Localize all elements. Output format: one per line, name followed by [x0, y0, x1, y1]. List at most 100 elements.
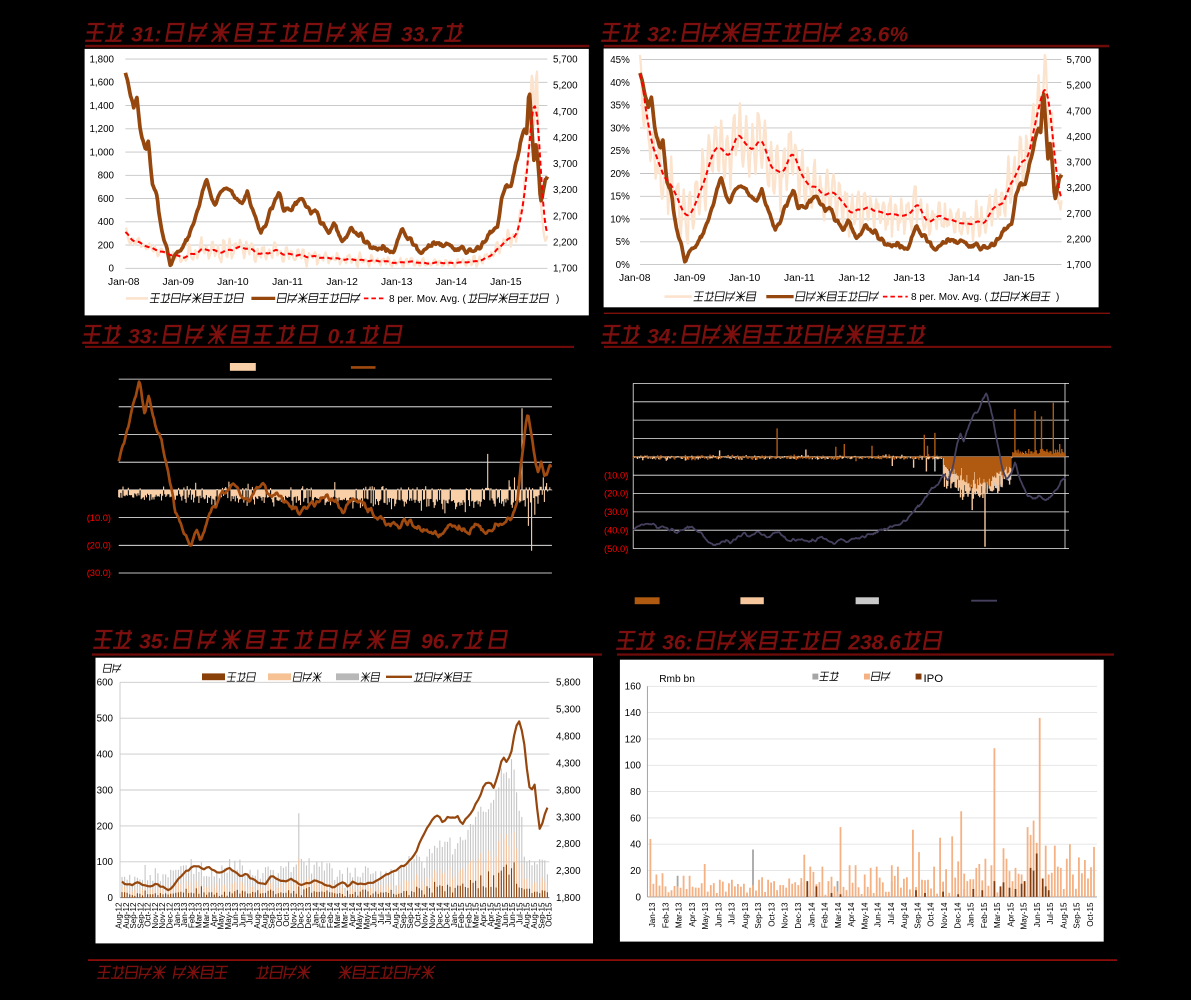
svg-text:May-15: May-15: [1020, 902, 1029, 929]
svg-text:Aug-14: Aug-14: [900, 902, 909, 929]
svg-text:Apr-15: Apr-15: [1006, 902, 1015, 927]
svg-text:80: 80: [630, 787, 641, 798]
svg-text:31:: 31:: [131, 24, 161, 47]
svg-text:Jan-14: Jan-14: [436, 277, 468, 288]
svg-text:2,200: 2,200: [1067, 234, 1092, 245]
svg-text:35%: 35%: [610, 101, 630, 112]
svg-text:Jun-15: Jun-15: [501, 902, 510, 927]
svg-text:0: 0: [108, 893, 114, 904]
svg-text:Jan-11: Jan-11: [784, 273, 815, 284]
svg-text:Jan-12: Jan-12: [326, 277, 358, 288]
svg-text:Jun-13: Jun-13: [714, 902, 723, 927]
svg-text:3,300: 3,300: [556, 812, 581, 823]
svg-text:32:: 32:: [647, 24, 677, 47]
svg-text:Jun-15: Jun-15: [508, 902, 517, 927]
svg-text:Jan-14: Jan-14: [311, 902, 320, 927]
svg-text:Jan-08: Jan-08: [619, 273, 651, 284]
svg-text:Jul-13: Jul-13: [246, 902, 255, 925]
svg-text:Oct-13: Oct-13: [282, 902, 291, 927]
svg-text:Oct-14: Oct-14: [927, 902, 936, 927]
svg-text:Jan-14: Jan-14: [948, 273, 980, 284]
svg-text:4,200: 4,200: [1067, 132, 1092, 143]
svg-text:40%: 40%: [610, 78, 630, 89]
svg-text:Aug-13: Aug-13: [253, 902, 262, 929]
svg-text:1,800: 1,800: [89, 55, 114, 66]
svg-text:Aug-14: Aug-14: [392, 902, 401, 929]
svg-text:Jan-08: Jan-08: [108, 277, 140, 288]
svg-text:10%: 10%: [610, 214, 630, 225]
svg-text:Jan-11: Jan-11: [272, 277, 303, 288]
svg-text:Dec-12: Dec-12: [166, 902, 175, 929]
svg-text:May-14: May-14: [362, 902, 371, 929]
svg-text:1,400: 1,400: [89, 101, 114, 112]
svg-text:Aug-12: Aug-12: [115, 902, 124, 929]
svg-text:3,200: 3,200: [1067, 183, 1092, 194]
svg-text:20%: 20%: [610, 169, 630, 180]
svg-text:2,700: 2,700: [1067, 209, 1092, 220]
svg-text:(30.0): (30.0): [604, 507, 628, 517]
svg-text:Jan-14: Jan-14: [807, 902, 816, 927]
svg-text:5,700: 5,700: [1067, 55, 1092, 66]
svg-text:30%: 30%: [610, 123, 630, 134]
svg-text:35:: 35:: [139, 631, 169, 654]
svg-text:(50.0): (50.0): [604, 544, 628, 554]
svg-text:1,800: 1,800: [556, 893, 581, 904]
svg-text:Mar-13: Mar-13: [195, 902, 204, 928]
svg-text:Feb-14: Feb-14: [821, 902, 830, 928]
svg-text:4,700: 4,700: [1067, 106, 1092, 117]
svg-text:Jan-13: Jan-13: [381, 277, 413, 288]
svg-text:Apr-14: Apr-14: [348, 902, 357, 927]
svg-text:45%: 45%: [610, 55, 630, 66]
svg-text:Aug-13: Aug-13: [741, 902, 750, 929]
svg-text:Apr-13: Apr-13: [688, 902, 697, 927]
svg-text:33.7: 33.7: [401, 24, 443, 47]
svg-text:200: 200: [98, 241, 115, 252]
svg-text:60: 60: [630, 813, 641, 824]
svg-text:Dec-14: Dec-14: [953, 902, 962, 929]
svg-text:4,300: 4,300: [556, 759, 581, 770]
svg-text:Jul-14: Jul-14: [377, 902, 386, 925]
svg-text:1,000: 1,000: [89, 148, 114, 159]
svg-text:4,700: 4,700: [553, 107, 578, 118]
svg-text:4,200: 4,200: [553, 133, 578, 144]
svg-text:Sep-14: Sep-14: [406, 902, 415, 929]
svg-text:Jun-15: Jun-15: [1033, 902, 1042, 927]
svg-text:Nov-14: Nov-14: [428, 902, 437, 929]
svg-text:25%: 25%: [610, 146, 630, 157]
svg-text:20: 20: [630, 866, 641, 877]
svg-text:May-13: May-13: [224, 902, 233, 929]
svg-text:Jun-13: Jun-13: [231, 902, 240, 927]
svg-text:Feb-15: Feb-15: [464, 902, 473, 928]
svg-text:Jan-09: Jan-09: [163, 277, 195, 288]
svg-text:Jan-10: Jan-10: [729, 273, 761, 284]
svg-text:Feb-14: Feb-14: [326, 902, 335, 928]
svg-text:40: 40: [630, 840, 641, 851]
svg-text:8 per. Mov. Avg. (: 8 per. Mov. Avg. (: [911, 292, 989, 303]
svg-text:3,700: 3,700: [1067, 158, 1092, 169]
svg-text:Jul-14: Jul-14: [384, 902, 393, 925]
svg-text:Aug-12: Aug-12: [122, 902, 131, 929]
svg-text:Oct-13: Oct-13: [275, 902, 284, 927]
svg-text:(10.0): (10.0): [604, 470, 628, 480]
svg-text:Mar-14: Mar-14: [341, 902, 350, 928]
svg-text:2,300: 2,300: [556, 866, 581, 877]
svg-text:Oct-14: Oct-14: [413, 902, 422, 927]
svg-text:(40.0): (40.0): [604, 525, 628, 535]
svg-text:1,700: 1,700: [553, 264, 578, 275]
svg-text:May-13: May-13: [217, 902, 226, 929]
svg-text:Oct-15: Oct-15: [545, 902, 554, 927]
svg-text:36:: 36:: [662, 632, 692, 655]
svg-text:1,200: 1,200: [89, 124, 114, 135]
svg-text:Sep-14: Sep-14: [914, 902, 923, 929]
svg-text:May-13: May-13: [701, 902, 710, 929]
svg-text:Dec-13: Dec-13: [297, 902, 306, 929]
svg-text:100: 100: [625, 761, 642, 772]
svg-text:May-14: May-14: [355, 902, 364, 929]
svg-text:Jan-15: Jan-15: [967, 902, 976, 927]
svg-text:Sep-12: Sep-12: [129, 902, 138, 929]
svg-text:Mar-13: Mar-13: [675, 902, 684, 928]
svg-text:Nov-13: Nov-13: [290, 902, 299, 929]
svg-text:33:: 33:: [128, 326, 158, 349]
svg-text:23.6%: 23.6%: [848, 24, 909, 47]
svg-text:Mar-15: Mar-15: [472, 902, 481, 928]
